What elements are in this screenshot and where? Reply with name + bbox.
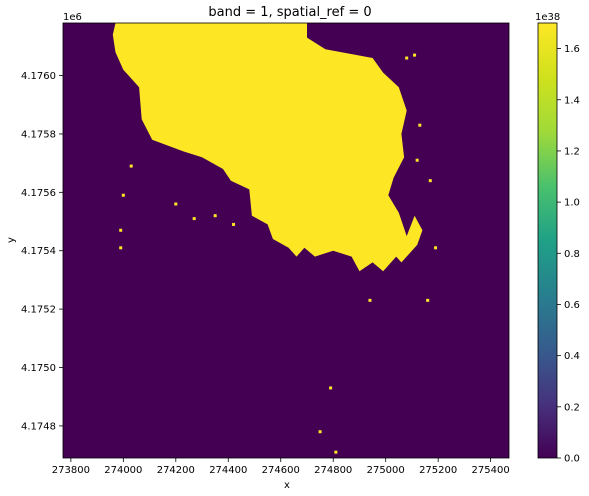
colorbar-tick-label: 0.0 — [564, 454, 580, 465]
colorbar-gradient — [537, 22, 558, 459]
raster-speck — [368, 298, 372, 302]
colorbar-tick-label: 0.8 — [564, 249, 580, 260]
plot-area — [62, 22, 510, 459]
raster-speck — [434, 246, 438, 250]
raster-speck — [192, 217, 196, 221]
raster-speck — [329, 386, 333, 390]
chart-title: band = 1, spatial_ref = 0 — [208, 5, 371, 20]
colorbar-tick-label: 1.2 — [564, 146, 580, 157]
y-tick-label: 4.1752 — [21, 305, 56, 316]
raster-speck — [174, 202, 178, 206]
y-tick-label: 4.1758 — [21, 129, 56, 140]
raster-speck — [415, 158, 419, 162]
colorbar-ticks: 0.0 0.2 0.4 0.6 0.8 1.0 1.2 1.4 1.6 — [557, 44, 580, 465]
y-axis-label: y — [6, 237, 17, 243]
raster-speck — [232, 222, 236, 226]
x-axis-label: x — [284, 480, 290, 491]
colorbar-offset-label: 1e38 — [535, 12, 560, 23]
raster-speck — [405, 56, 409, 60]
raster-speck — [213, 214, 217, 218]
y-tick-label: 4.1756 — [21, 188, 56, 199]
raster-speck — [119, 228, 123, 232]
raster-speck — [334, 450, 338, 454]
x-tick-label: 275400 — [472, 465, 510, 476]
y-axis: 4.1748 4.1750 4.1752 4.1754 4.1756 4.1758 4.17… — [21, 71, 63, 432]
x-tick-label: 275200 — [419, 465, 457, 476]
plot-frame — [62, 22, 510, 459]
colorbar-tick-label: 1.6 — [564, 44, 580, 55]
colorbar-tick-label: 1.4 — [564, 95, 580, 106]
raster-speck — [119, 246, 123, 250]
raster-speck — [428, 179, 432, 183]
colorbar: 0.0 0.2 0.4 0.6 0.8 1.0 1.2 1.4 1.6 1e38 — [535, 12, 580, 465]
y-tick-label: 4.1760 — [21, 71, 56, 82]
x-tick-label: 274000 — [104, 465, 142, 476]
raster-feature — [112, 23, 423, 272]
x-tick-label: 275000 — [367, 465, 405, 476]
colorbar-tick-label: 0.4 — [564, 351, 580, 362]
x-tick-label: 274600 — [262, 465, 300, 476]
raster-speck — [121, 193, 125, 197]
colorbar-tick-label: 1.0 — [564, 198, 580, 209]
y-tick-label: 4.1748 — [21, 421, 56, 432]
y-axis-offset-label: 1e6 — [63, 12, 82, 23]
raster-speck — [129, 164, 133, 168]
raster-speck — [413, 53, 417, 57]
raster-feature-layer — [112, 23, 438, 454]
x-tick-label: 273800 — [52, 465, 90, 476]
x-tick-label: 274800 — [314, 465, 352, 476]
raster-speck — [426, 298, 430, 302]
y-tick-label: 4.1754 — [21, 246, 56, 257]
y-tick-label: 4.1750 — [21, 363, 56, 374]
x-axis: 273800 274000 274200 274400 274600 274800 2750… — [52, 458, 510, 476]
colorbar-tick-label: 0.2 — [564, 402, 580, 413]
x-tick-label: 274200 — [157, 465, 195, 476]
colorbar-tick-label: 0.6 — [564, 300, 580, 311]
raster-speck — [418, 123, 422, 127]
x-tick-label: 274400 — [209, 465, 247, 476]
raster-speck — [318, 430, 322, 434]
